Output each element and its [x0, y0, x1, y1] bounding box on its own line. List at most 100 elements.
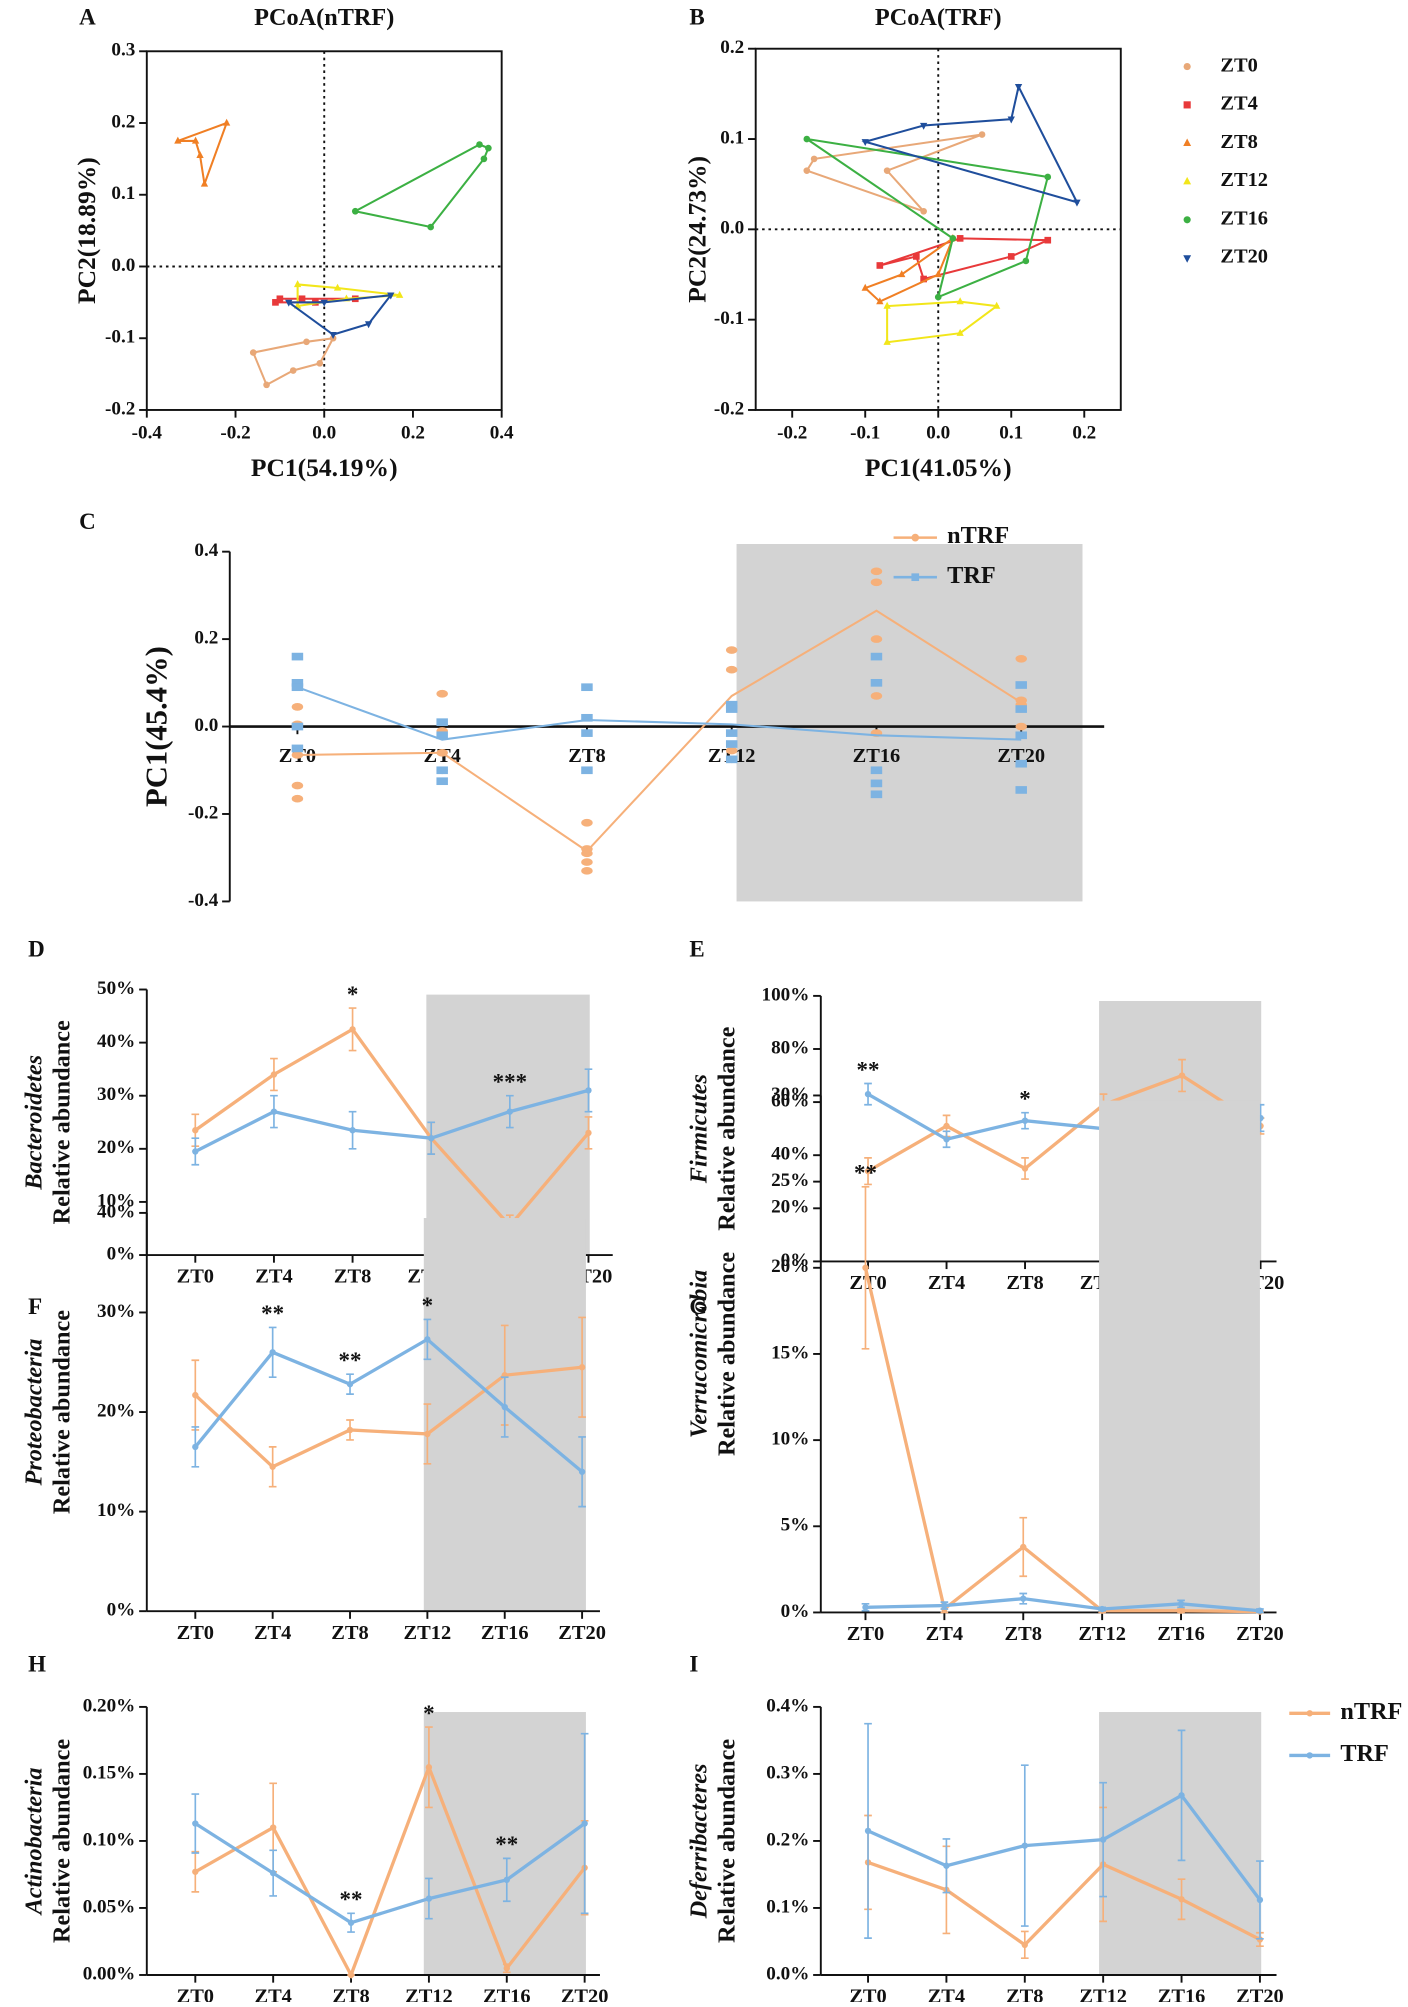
x-tick-label: 0.0 [312, 423, 336, 444]
point [476, 141, 483, 148]
y-tick-label: 25% [771, 1170, 809, 1191]
x-tick-label: ZT8 [331, 1622, 368, 1644]
point [1021, 1165, 1029, 1172]
point [920, 207, 927, 215]
legend-marker [1183, 216, 1191, 224]
y-tick-label: 10% [97, 1500, 135, 1521]
point [425, 1895, 433, 1902]
replicate-point [291, 781, 304, 790]
y-tick-label: 20% [771, 1256, 809, 1277]
point [919, 122, 928, 130]
group-outline [177, 121, 229, 185]
point [1021, 1842, 1028, 1849]
replicate-point [1015, 722, 1027, 731]
replicate-point [725, 646, 738, 654]
x-tick-label: ZT8 [568, 745, 605, 767]
point [249, 349, 257, 356]
legend-label: TRF [947, 562, 995, 589]
x-tick-label: ZT8 [1005, 1623, 1042, 1645]
x-tick-label: ZT16 [481, 1622, 529, 1644]
x-tick-label: ZT16 [483, 1986, 531, 2002]
x-tick-label: ZT4 [926, 1623, 963, 1645]
replicate-point [725, 700, 738, 709]
y-tick-label: 30% [97, 1301, 135, 1322]
significance: * [422, 1293, 433, 1318]
point [333, 283, 342, 291]
point [276, 295, 284, 303]
point [883, 301, 891, 309]
point [1044, 173, 1052, 181]
point [1073, 199, 1081, 207]
legend-marker [1183, 255, 1192, 263]
legend-marker [911, 533, 920, 542]
chart-title: PCoA(nTRF) [254, 4, 394, 31]
point [346, 1380, 354, 1388]
replicate-point [581, 858, 593, 866]
x-tick-label: ZT4 [928, 1272, 965, 1294]
point [1021, 1117, 1029, 1124]
point [298, 295, 306, 303]
point [424, 1430, 431, 1438]
x-tick-label: -0.2 [220, 423, 250, 444]
point [329, 331, 337, 339]
series-line [194, 1762, 586, 1980]
significance: ** [261, 1301, 284, 1326]
point [270, 1108, 278, 1115]
point [192, 1391, 199, 1399]
point [1178, 1792, 1185, 1799]
x-tick-label: ZT8 [1006, 1986, 1043, 2002]
point [320, 299, 328, 307]
point [941, 1602, 948, 1609]
y-tick-label: 80% [771, 1037, 809, 1058]
x-tick-label: -0.4 [132, 423, 163, 444]
replicate-point [870, 692, 883, 700]
replicate-point [436, 766, 448, 775]
panel-label: G [689, 1294, 707, 1319]
y-axis-label: Relative abundance [48, 1310, 75, 1514]
point [1020, 1543, 1027, 1551]
replicate-point [581, 818, 593, 827]
point [316, 360, 324, 367]
series-line [867, 1793, 1262, 1901]
replicate-point [581, 729, 593, 737]
group-outline [861, 83, 1079, 204]
panel-label: C [79, 509, 96, 534]
point [425, 1764, 433, 1771]
x-tick-label: ZT8 [1006, 1272, 1043, 1294]
replicate-point [291, 652, 304, 661]
point [346, 1426, 354, 1434]
taxon-label: Proteobacteria [20, 1339, 47, 1487]
significance: * [423, 1701, 434, 1726]
point [428, 1135, 435, 1142]
y-axis-label: PC1(45.4%) [140, 646, 174, 807]
panel-label: D [28, 936, 45, 961]
point [898, 270, 906, 278]
legend-label: nTRF [1340, 1698, 1402, 1725]
series-line [194, 1337, 584, 1474]
series-line [194, 1822, 586, 1925]
y-tick-label: 20% [97, 1137, 135, 1158]
y-tick-label: 0% [107, 1600, 136, 1621]
significance: ** [340, 1887, 363, 1912]
replicate-point [870, 578, 883, 587]
y-tick-label: 0.2 [194, 627, 218, 648]
panel-label: F [28, 1294, 42, 1319]
point [269, 1349, 276, 1356]
point [803, 135, 811, 143]
legend-marker [1183, 176, 1192, 185]
y-tick-label: 0.2 [720, 37, 744, 58]
y-tick-label: 0.4 [194, 540, 218, 561]
point [876, 297, 884, 305]
point [269, 1824, 277, 1831]
taxon-label: Bacteroidetes [20, 1055, 47, 1191]
point [1256, 1896, 1264, 1904]
point [269, 1463, 276, 1470]
y-tick-label: 20% [771, 1197, 809, 1218]
series-line [194, 1365, 583, 1469]
y-tick-label: -0.2 [714, 398, 744, 419]
x-tick-label: ZT4 [254, 1622, 291, 1644]
point [364, 321, 373, 329]
x-tick-label: 0.2 [401, 423, 425, 444]
y-tick-label: -0.2 [105, 398, 135, 419]
